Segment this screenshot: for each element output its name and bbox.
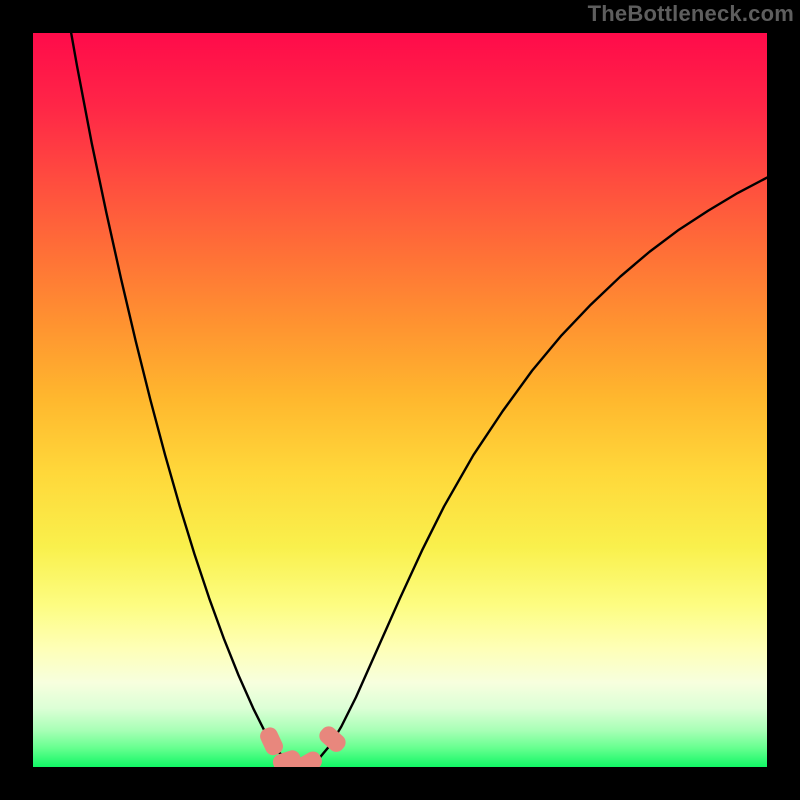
bottleneck-plot (33, 33, 767, 767)
plot-background (33, 33, 767, 767)
watermark-text: TheBottleneck.com (588, 1, 794, 27)
canvas: TheBottleneck.com (0, 0, 800, 800)
